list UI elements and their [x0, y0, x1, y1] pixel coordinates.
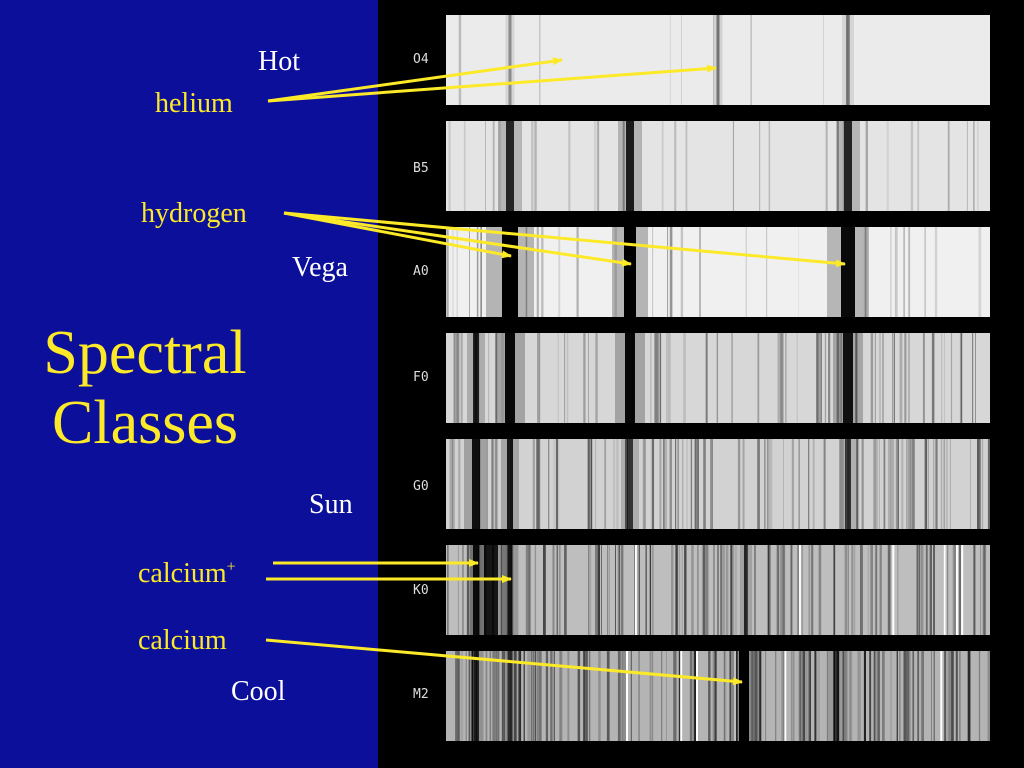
label-calcium-plus-text: calcium — [138, 558, 227, 589]
title-line-1: Spectral — [43, 319, 247, 387]
left-panel — [0, 0, 378, 768]
class-label-m2: M2 — [413, 687, 429, 702]
label-cool: Cool — [231, 676, 286, 707]
label-hydrogen: hydrogen — [141, 198, 247, 229]
arrow-hydrogen-3 — [283, 211, 846, 268]
label-helium: helium — [155, 88, 233, 119]
spectrum-strip-o4 — [446, 15, 990, 105]
spectrum-strip-m2 — [446, 651, 990, 741]
label-hot: Hot — [258, 46, 300, 77]
class-label-b5: B5 — [413, 161, 429, 176]
arrow-calcium — [265, 638, 743, 686]
arrow-helium-2 — [267, 64, 717, 103]
label-calcium-plus-sup: + — [226, 558, 236, 576]
spectrum-strip-b5 — [446, 121, 990, 211]
spectrum-strip-a0 — [446, 227, 990, 317]
spectrum-strip-f0 — [446, 333, 990, 423]
label-calcium-plus: calcium+ — [138, 559, 236, 589]
arrow-hydrogen-1 — [283, 211, 512, 259]
label-vega: Vega — [292, 252, 348, 283]
spectrum-strip-g0 — [446, 439, 990, 529]
slide-title: Spectral Classes — [10, 318, 280, 458]
spectrum-strip-k0 — [446, 545, 990, 635]
class-label-o4: O4 — [413, 52, 429, 67]
label-calcium: calcium — [138, 625, 227, 656]
arrow-hydrogen-2 — [283, 211, 632, 267]
class-label-a0: A0 — [413, 264, 429, 279]
title-line-2: Classes — [52, 389, 238, 457]
class-label-k0: K0 — [413, 583, 429, 598]
label-sun: Sun — [309, 489, 353, 520]
class-label-g0: G0 — [413, 479, 429, 494]
arrow-helium-1 — [267, 57, 563, 103]
class-label-f0: F0 — [413, 370, 429, 385]
